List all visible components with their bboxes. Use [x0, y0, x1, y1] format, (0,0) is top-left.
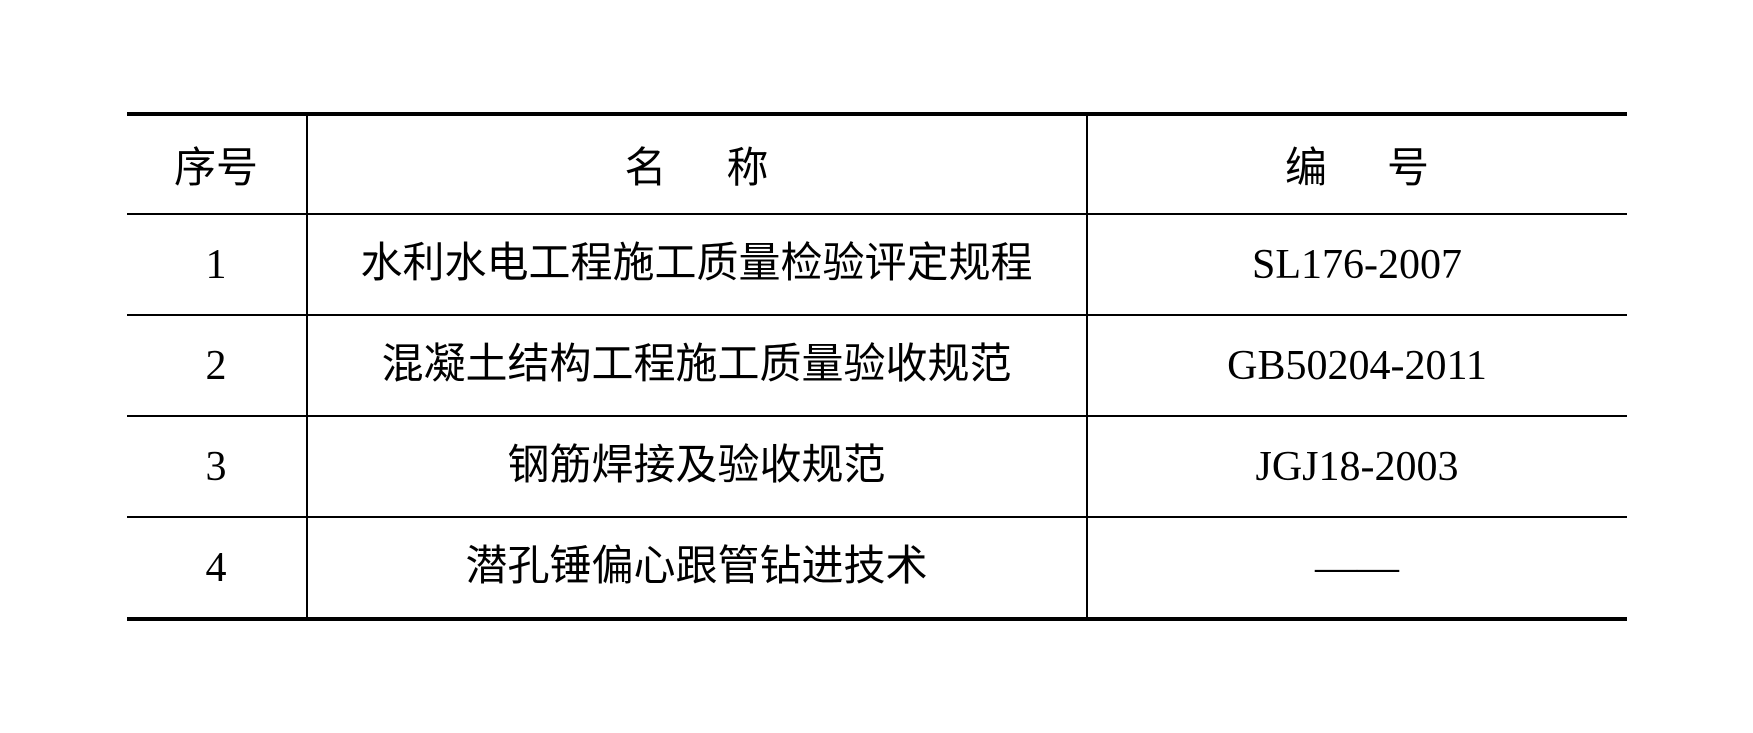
table-row: 1 水利水电工程施工质量检验评定规程 SL176-2007	[127, 214, 1627, 315]
standards-table-container: 序号 名称 编号 1 水利水电工程施工质量检验评定规程 SL176-2007 2…	[127, 112, 1627, 621]
table-row: 3 钢筋焊接及验收规范 JGJ18-2003	[127, 416, 1627, 517]
table-row: 2 混凝土结构工程施工质量验收规范 GB50204-2011	[127, 315, 1627, 416]
table-header-row: 序号 名称 编号	[127, 114, 1627, 214]
header-name: 名称	[307, 114, 1087, 214]
cell-index: 2	[127, 315, 307, 416]
header-index: 序号	[127, 114, 307, 214]
cell-index: 1	[127, 214, 307, 315]
cell-code: GB50204-2011	[1087, 315, 1627, 416]
cell-code: JGJ18-2003	[1087, 416, 1627, 517]
cell-name: 潜孔锤偏心跟管钻进技术	[307, 517, 1087, 619]
standards-table: 序号 名称 编号 1 水利水电工程施工质量检验评定规程 SL176-2007 2…	[127, 112, 1627, 621]
cell-name: 水利水电工程施工质量检验评定规程	[307, 214, 1087, 315]
cell-name: 钢筋焊接及验收规范	[307, 416, 1087, 517]
table-row: 4 潜孔锤偏心跟管钻进技术 ——	[127, 517, 1627, 619]
cell-index: 4	[127, 517, 307, 619]
cell-name: 混凝土结构工程施工质量验收规范	[307, 315, 1087, 416]
cell-index: 3	[127, 416, 307, 517]
header-code: 编号	[1087, 114, 1627, 214]
cell-code: SL176-2007	[1087, 214, 1627, 315]
cell-code: ——	[1087, 517, 1627, 619]
